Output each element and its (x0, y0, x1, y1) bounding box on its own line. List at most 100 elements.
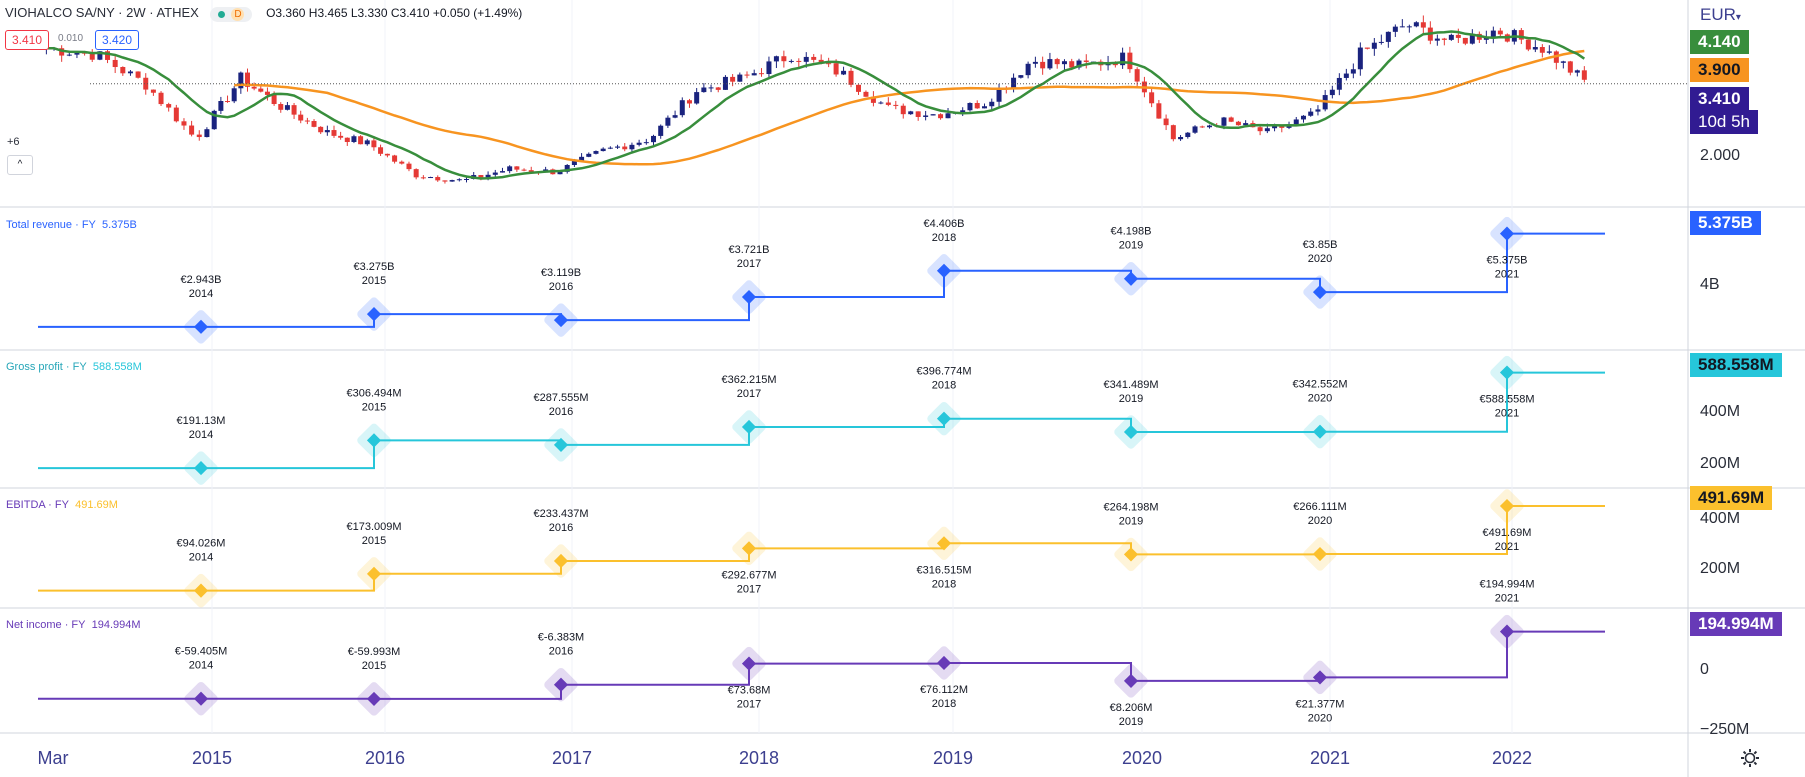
sell-price-button[interactable]: 3.410 (5, 30, 50, 50)
candle-body (1469, 33, 1475, 44)
candle-body (338, 135, 344, 138)
candle-body (97, 51, 103, 60)
candle-body (1083, 60, 1089, 62)
candle-body (1525, 39, 1531, 50)
candle-body (1185, 132, 1191, 138)
candle-body (1221, 117, 1227, 126)
year-label: 2019 (1119, 240, 1143, 252)
year-label: 2016 (549, 281, 573, 293)
candle-body (435, 177, 441, 181)
value-label: €588.558M (1479, 394, 1534, 406)
candle-body (579, 156, 585, 162)
candle-body (1490, 30, 1496, 38)
candle-body (826, 63, 832, 65)
value-marker (741, 656, 757, 671)
candle-body (665, 117, 671, 126)
candle-body (181, 121, 187, 126)
candle-body (1061, 61, 1067, 65)
candle-body (960, 110, 966, 113)
candle-body (1235, 121, 1241, 126)
candle-body (586, 153, 592, 157)
year-label: 2014 (189, 288, 213, 300)
candle-body (1574, 70, 1580, 73)
market-status-badge[interactable]: D (210, 6, 253, 22)
candle-body (1462, 37, 1468, 44)
pane-name: EBITDA (6, 499, 46, 511)
gross-profit-last-badge: 588.558M (1690, 353, 1782, 377)
x-axis-label: 2015 (191, 748, 233, 768)
ebitda-last-badge: 491.69M (1690, 486, 1773, 510)
pane-period: FY (72, 361, 87, 373)
candle-body (863, 91, 869, 97)
gear-icon[interactable] (1738, 746, 1762, 770)
net-income-axis-label: −250M (1700, 721, 1750, 738)
candle-body (1069, 61, 1075, 68)
value-label: €4.198B (1111, 226, 1152, 238)
symbol-title[interactable]: VIOHALCO SA/NY · 2W · ATHEX (5, 5, 199, 20)
candle-body (1357, 47, 1363, 70)
candle-body (996, 87, 1002, 102)
candle-body (225, 101, 231, 103)
value-marker (366, 307, 382, 322)
candle-body (841, 70, 847, 75)
value-label: €264.198M (1103, 501, 1158, 513)
revenue-last-badge: 5.375B (1690, 211, 1761, 235)
year-label: 2021 (1495, 408, 1519, 420)
value-marker (193, 691, 209, 706)
candle-body (1308, 111, 1314, 116)
pane-title-ebitda[interactable]: EBITDA · FY 491.69M (6, 499, 118, 511)
candle-body (1018, 75, 1024, 78)
candle-body (218, 101, 224, 111)
candle-body (304, 120, 310, 122)
x-axis-label: 2016 (364, 748, 406, 768)
year-label: 2014 (189, 552, 213, 564)
candle-body (803, 56, 809, 62)
candle-body (833, 63, 839, 75)
candle-body (514, 166, 520, 170)
pane-title-net-income[interactable]: Net income · FY 194.994M (6, 619, 141, 631)
spread-value: 0.010 (58, 33, 84, 44)
candle-body (1567, 61, 1573, 73)
candle-body (499, 171, 505, 173)
pane-title-gross-profit[interactable]: Gross profit · FY 588.558M (6, 361, 142, 373)
candle-body (1406, 26, 1412, 28)
candle-body (557, 171, 563, 175)
year-label: 2020 (1308, 393, 1332, 405)
candle-body (1539, 47, 1545, 53)
ohlc-values: O3.360 H3.465 L3.330 C3.410 +0.050 (+1.4… (266, 6, 523, 20)
candle-body (615, 146, 621, 148)
x-axis-label: 2022 (1491, 748, 1533, 768)
value-marker (553, 313, 569, 328)
candle-body (751, 73, 757, 76)
value-marker (1499, 226, 1515, 241)
value-label: €3.119B (541, 267, 581, 279)
candle-body (1178, 137, 1184, 140)
candle-body (371, 140, 377, 148)
currency-selector[interactable]: EUR▾ (1700, 5, 1741, 25)
value-marker (1499, 624, 1515, 639)
year-label: 2019 (1119, 393, 1143, 405)
candle-body (766, 61, 772, 75)
candle-body (989, 101, 995, 107)
candle-body (1329, 89, 1335, 96)
candle-body (1054, 59, 1060, 65)
dividend-badge: D (231, 7, 245, 21)
value-marker (936, 263, 952, 278)
candle-body (967, 102, 973, 111)
x-axis-label: Mar (37, 748, 69, 768)
buy-price-button[interactable]: 3.420 (95, 30, 140, 50)
candle-body (378, 147, 384, 154)
pane-period: FY (71, 619, 86, 631)
candle-body (923, 115, 929, 117)
pane-title-total-revenue[interactable]: Total revenue · FY 5.375B (6, 219, 137, 231)
collapsed-indicators-count[interactable]: +6 (7, 136, 20, 148)
candle-body (211, 110, 217, 130)
value-marker (741, 419, 757, 435)
candle-body (1378, 41, 1384, 43)
value-marker (193, 319, 209, 334)
year-label: 2015 (362, 660, 386, 672)
value-label: €316.515M (916, 564, 971, 576)
collapse-chevron-icon[interactable]: ^ (7, 155, 33, 175)
value-label: €5.375B (1487, 255, 1528, 267)
